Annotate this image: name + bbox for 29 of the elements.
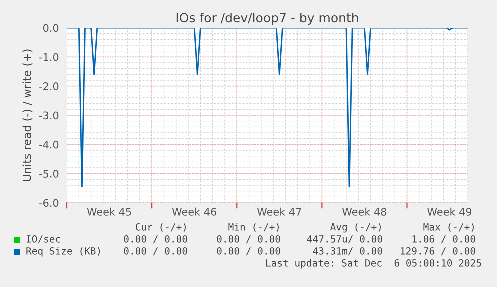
x-tick-label: Week 49 <box>428 208 472 216</box>
chart-title: IOs for /dev/loop7 - by month <box>176 12 358 26</box>
x-tick-label: Week 46 <box>172 208 216 216</box>
legend-label: Req Size (KB) <box>26 247 100 257</box>
text: 1.06 / 0.00 <box>412 235 476 244</box>
y-axis-title: Units read (-) / write (+) <box>22 50 33 182</box>
text: 0.00 / 0.00 <box>124 235 188 244</box>
text: 129.76 / 0.00 <box>401 247 476 256</box>
y-tick-label: -4.0 <box>40 140 59 149</box>
text: 0.00 / 0.00 <box>217 247 280 256</box>
text: Avg (-/+) <box>330 223 381 233</box>
text: 43.31m/ 0.00 <box>313 247 382 256</box>
text: 0.00 / 0.00 <box>124 247 188 256</box>
text: Last update: Sat Dec 6 05:00:10 2025 <box>266 259 482 269</box>
y-tick-label: -5.0 <box>40 170 59 178</box>
x-tick-label: Week 45 <box>87 208 132 216</box>
legend-label: IO/sec <box>26 235 60 244</box>
y-tick-label: -6.0 <box>40 199 59 208</box>
text: Min (-/+) <box>228 223 279 232</box>
text: 447.57u/ 0.00 <box>307 235 382 244</box>
x-tick-label: Week 48 <box>342 208 387 216</box>
y-tick-label: -3.0 <box>40 112 59 120</box>
text: Cur (-/+) <box>136 223 186 232</box>
y-tick-label: -1.0 <box>40 53 59 62</box>
text: Max (-/+) <box>424 223 474 232</box>
text: 0.00 / 0.00 <box>217 235 280 244</box>
y-tick-label: -2.0 <box>40 82 59 90</box>
y-tick-label: 0.0 <box>43 24 59 32</box>
x-tick-label: Week 47 <box>257 208 302 216</box>
